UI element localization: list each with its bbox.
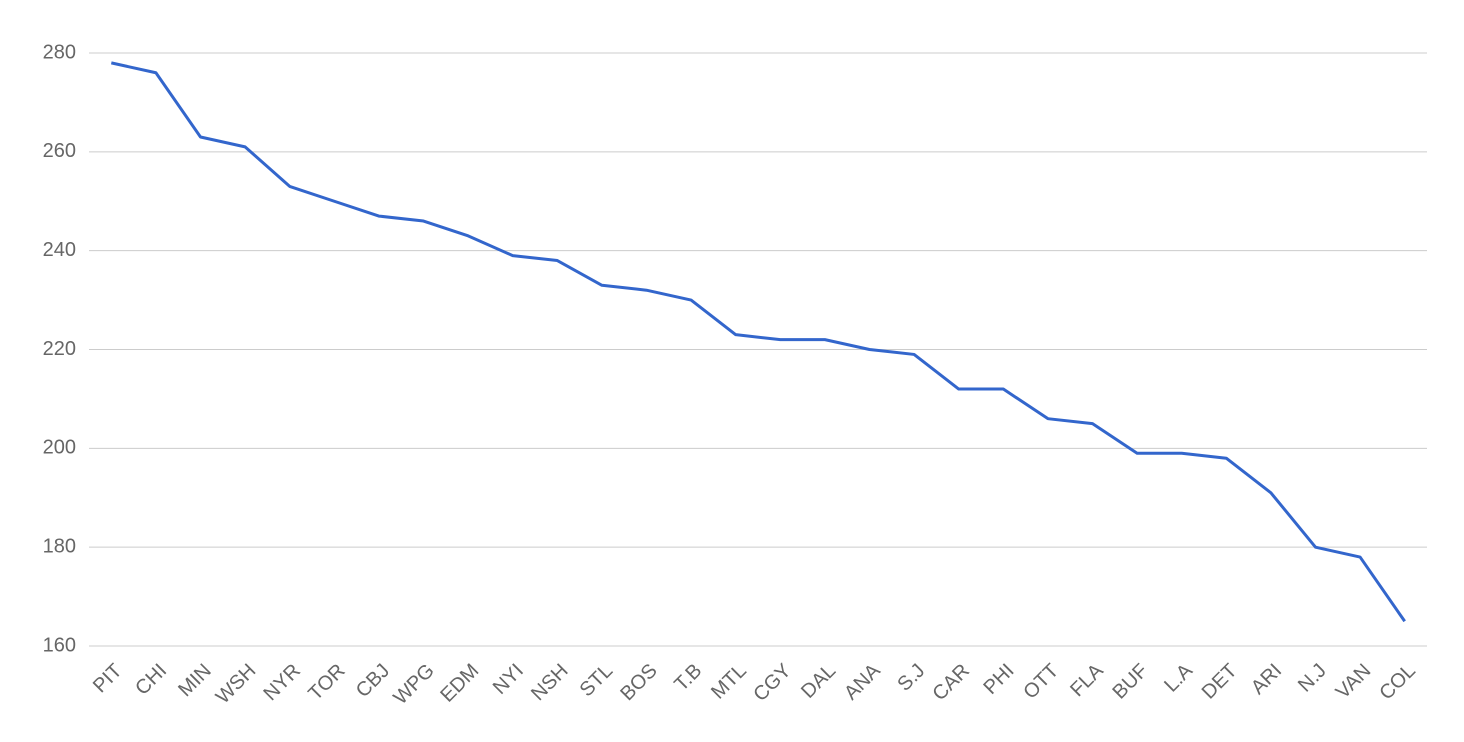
x-tick-label: TOR [304, 660, 349, 705]
x-tick-label: MIN [174, 660, 215, 701]
data-line [110, 61, 1406, 623]
x-tick-label: CBJ [352, 660, 394, 702]
x-tick-label: PIT [89, 660, 127, 698]
y-tick-label: 160 [43, 634, 76, 656]
x-tick-label: MTL [707, 660, 751, 704]
x-tick-label: VAN [1332, 660, 1376, 704]
x-tick-label: CAR [929, 660, 974, 705]
x-tick-label: WSH [212, 660, 261, 709]
x-tick-label: ARI [1247, 660, 1286, 699]
x-tick-label: CHI [131, 660, 171, 700]
x-tick-label: BUF [1109, 660, 1153, 704]
x-tick-label: COL [1375, 660, 1420, 705]
y-tick-label: 280 [43, 41, 76, 63]
x-tick-label: L.A [1160, 659, 1197, 696]
x-tick-label: NSH [527, 660, 572, 705]
x-tick-label: WPG [389, 660, 438, 709]
x-tick-label: STL [576, 660, 617, 701]
x-tick-label: NYI [489, 660, 528, 699]
y-tick-label: 200 [43, 437, 76, 459]
y-tick-label: 260 [43, 140, 76, 162]
y-tick-label: 240 [43, 239, 76, 261]
y-tick-label: 220 [43, 338, 76, 360]
x-tick-label: PHI [979, 660, 1018, 699]
x-tick-label: EDM [436, 660, 483, 707]
x-tick-label: CGY [749, 660, 795, 706]
y-tick-label: 180 [43, 535, 76, 557]
x-tick-label: NYR [260, 660, 305, 705]
x-tick-label: T.B [670, 660, 706, 696]
x-tick-label: S.J [893, 660, 929, 696]
x-tick-label: DET [1198, 660, 1242, 704]
x-tick-label: BOS [616, 660, 661, 705]
x-tick-label: N.J [1294, 660, 1331, 697]
x-tick-label: ANA [840, 659, 885, 704]
x-tick-label: DAL [797, 660, 840, 703]
x-tick-label: FLA [1066, 659, 1108, 701]
x-tick-label: OTT [1019, 660, 1063, 704]
